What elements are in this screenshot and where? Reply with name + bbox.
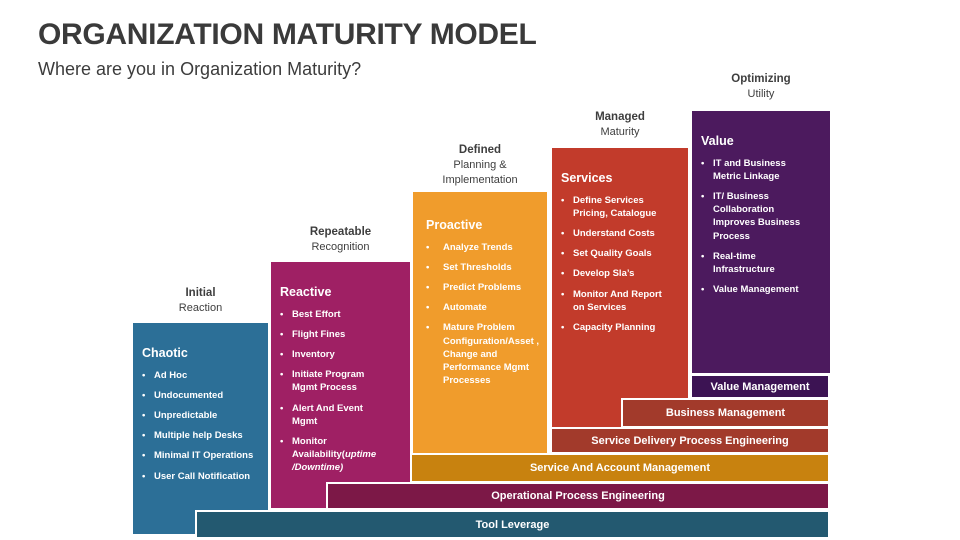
list-item: Best Effort (280, 308, 390, 321)
column-heading: Chaotic (142, 346, 188, 360)
list-item: Flight Fines (280, 328, 390, 341)
bar-tool-leverage: Tool Leverage (195, 510, 830, 539)
stage-name: Optimizing (731, 73, 791, 85)
stage-name: Repeatable (309, 226, 372, 238)
bar-business-management: Business Management (621, 398, 830, 428)
stage-label-repeatable: Repeatable Recognition (251, 225, 430, 255)
column-heading: Reactive (280, 285, 332, 299)
bullet-list: Define Services Pricing, Catalogue Under… (561, 194, 673, 334)
list-item: Define Services Pricing, Catalogue (561, 194, 673, 220)
bullet-list: IT and Business Metric Linkage IT/ Busin… (701, 157, 808, 296)
stage-label-optimizing: Optimizing Utility (672, 72, 850, 102)
bullet-list: Ad Hoc Undocumented Unpredictable Multip… (142, 369, 266, 483)
list-item: Understand Costs (561, 227, 673, 240)
list-item: Develop Sla’s (561, 267, 673, 280)
stage-name: Initial (185, 287, 216, 299)
bullet-list: Analyze Trends Set Thresholds Predict Pr… (426, 241, 540, 387)
list-item: Undocumented (142, 389, 266, 402)
column-heading: Value (701, 134, 734, 148)
bar-label: Value Management (710, 380, 810, 393)
bar-label: Service And Account Management (529, 462, 711, 474)
list-item: Value Management (701, 283, 808, 296)
stage-subname: Utility (747, 88, 775, 100)
list-item: Predict Problems (426, 281, 540, 294)
column-value: Value IT and Business Metric Linkage IT/… (692, 111, 830, 373)
stage-subname: Maturity (600, 126, 640, 138)
bar-label: Tool Leverage (475, 518, 550, 531)
slide-subtitle: Where are you in Organization Maturity? (38, 59, 362, 79)
list-item: Inventory (280, 348, 390, 361)
stage-subname: Recognition (311, 241, 370, 253)
column-heading: Services (561, 171, 613, 185)
column-heading: Proactive (426, 218, 483, 232)
list-item: Minimal IT Operations (142, 449, 266, 462)
bar-service-and-account-management: Service And Account Management (410, 453, 830, 483)
bullet-list: Best Effort Flight Fines Inventory Initi… (280, 308, 390, 474)
stage-label-managed: Managed Maturity (532, 110, 708, 140)
bar-label: Operational Process Engineering (491, 490, 665, 502)
column-proactive: Proactive Analyze Trends Set Thresholds … (413, 192, 547, 453)
list-item: Capacity Planning (561, 321, 673, 334)
list-item: Alert And Event Mgmt (280, 402, 390, 428)
list-item: Initiate Program Mgmt Process (280, 368, 390, 394)
stage-label-initial: Initial Reaction (113, 286, 288, 316)
column-chaotic: Chaotic Ad Hoc Undocumented Unpredictabl… (133, 323, 268, 534)
list-item: Ad Hoc (142, 369, 266, 382)
list-item: Set Thresholds (426, 261, 540, 274)
slide-title: ORGANIZATION MATURITY MODEL (38, 18, 537, 51)
bar-value-management: Value Management (690, 374, 830, 399)
stage-name: Managed (595, 111, 645, 123)
list-item: Automate (426, 301, 540, 314)
list-item: Monitor And Report on Services (561, 288, 673, 314)
list-item: Multiple help Desks (142, 429, 266, 442)
column-services: Services Define Services Pricing, Catalo… (552, 148, 688, 427)
list-item: Mature Problem Configuration/Asset , Cha… (426, 321, 540, 387)
column-reactive: Reactive Best Effort Flight Fines Invent… (271, 262, 410, 508)
list-item: Set Quality Goals (561, 247, 673, 260)
list-item: IT and Business Metric Linkage (701, 157, 808, 183)
list-item: Monitor Availability(uptime /Downtime) (280, 435, 390, 474)
bar-label: Service Delivery Process Engineering (591, 434, 789, 447)
bar-label: Business Management (665, 407, 786, 419)
bar-operational-process-engineering: Operational Process Engineering (326, 482, 830, 510)
list-item: IT/ Business Collaboration Improves Busi… (701, 190, 808, 242)
list-item: User Call Notification (142, 470, 266, 483)
list-item: Unpredictable (142, 409, 266, 422)
list-item: Analyze Trends (426, 241, 540, 254)
stage-label-defined: Defined Planning & Implementation (383, 143, 577, 188)
bar-service-delivery-process-engineering: Service Delivery Process Engineering (550, 427, 830, 454)
stage-subname: Planning & Implementation (442, 159, 518, 186)
stage-name: Defined (458, 144, 502, 156)
list-item: Real-time Infrastructure (701, 250, 808, 276)
stage-subname: Reaction (178, 302, 223, 314)
